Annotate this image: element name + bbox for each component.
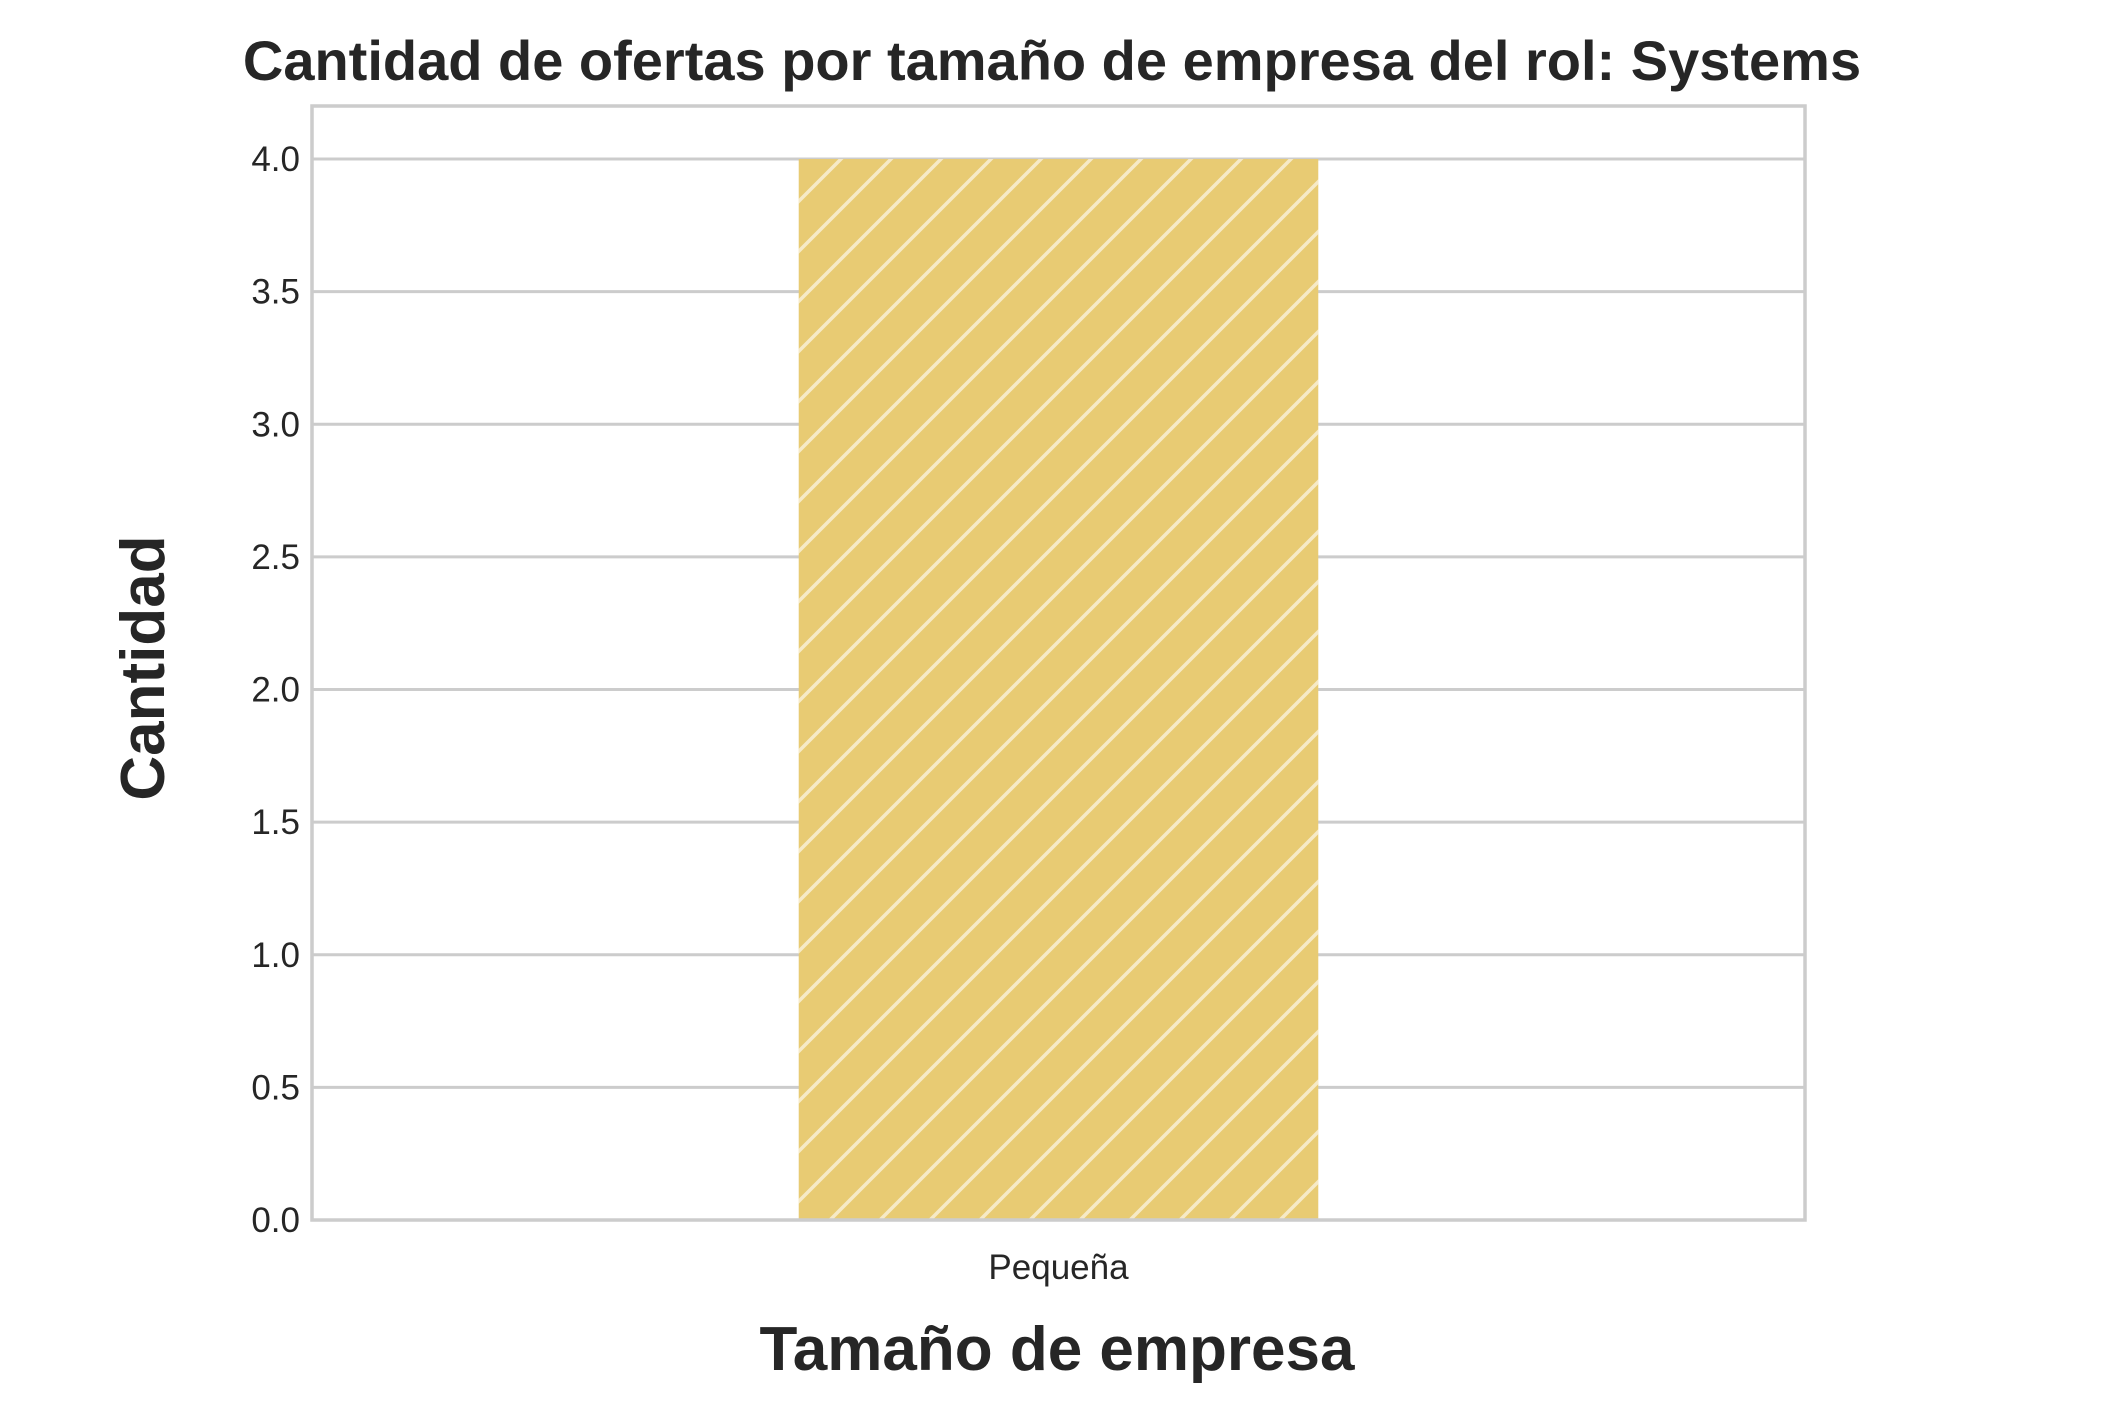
y-tick-label: 0.5 (251, 1068, 300, 1107)
y-tick-label: 1.0 (251, 936, 300, 975)
chart-title: Cantidad de ofertas por tamaño de empres… (243, 29, 1861, 92)
y-tick-label: 3.5 (251, 273, 300, 312)
plot-border (310, 104, 1807, 1222)
bar-hatch (798, 159, 1319, 1221)
x-tick-labels: Pequeña (988, 1248, 1129, 1287)
y-axis-label: Cantidad (109, 535, 178, 800)
x-tick-label: Pequeña (988, 1248, 1129, 1287)
y-tick-label: 3.0 (251, 405, 300, 444)
y-tick-label: 4.0 (251, 140, 300, 179)
y-tick-labels: 0.0 0.5 1.0 1.5 2.0 2.5 3.0 3.5 4.0 (251, 140, 300, 1240)
y-tick-label: 0.0 (251, 1201, 300, 1240)
plot-frame (310, 104, 1807, 1222)
y-tick-label: 2.5 (251, 538, 300, 577)
bars (798, 159, 1319, 1221)
y-tick-label: 2.0 (251, 671, 300, 710)
x-axis-label: Tamaño de empresa (760, 1315, 1355, 1384)
y-tick-label: 1.5 (251, 803, 300, 842)
